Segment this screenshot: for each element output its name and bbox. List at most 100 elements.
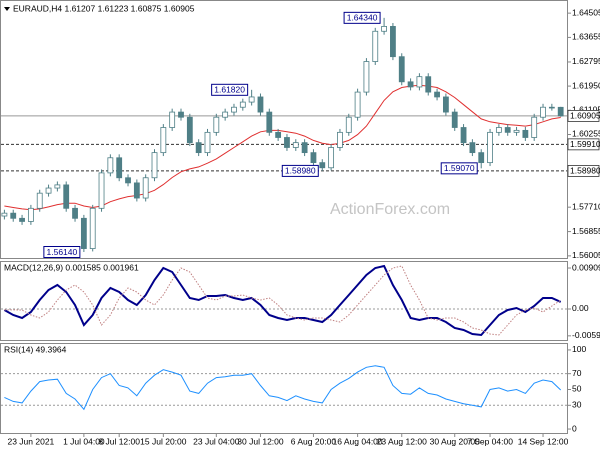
- candle-body: [416, 76, 423, 88]
- y-tick-label: 1.56855: [572, 226, 600, 236]
- x-tick-label: 8 Jul 12:00: [98, 436, 140, 446]
- y-tick-label: 30: [572, 400, 582, 410]
- candle-body: [107, 157, 114, 174]
- annotation-label: 1.64340: [347, 13, 378, 23]
- price-level-box: [567, 110, 600, 122]
- x-tick-label: 30 Jul 12:00: [237, 436, 284, 446]
- annotation-box: [211, 83, 249, 96]
- main-panel: [0, 0, 568, 259]
- x-tick-label: 30 Aug 20:00: [430, 436, 480, 446]
- candle-body: [354, 91, 361, 118]
- watermark: ActionForex.com: [330, 201, 450, 218]
- candle-body: [460, 127, 467, 144]
- candle-body: [169, 111, 176, 128]
- candle-body: [487, 131, 493, 164]
- y-tick-label: 1.56005: [572, 250, 600, 260]
- annotation-box: [43, 246, 81, 259]
- candle-body: [319, 162, 326, 169]
- x-tick-label: 23 Jun 2021: [7, 436, 54, 446]
- y-tick-label: 1.64505: [572, 7, 600, 17]
- candle-body: [98, 172, 105, 209]
- candle-body: [434, 91, 440, 98]
- annotation-label: 1.59070: [444, 163, 475, 173]
- candle-body: [337, 131, 343, 148]
- indicator-line: [4, 365, 562, 411]
- candle-body: [292, 142, 299, 148]
- candle-body: [19, 217, 25, 222]
- candle-body: [266, 111, 273, 133]
- annotation-label: 1.56140: [47, 247, 78, 257]
- candle-body: [557, 106, 564, 117]
- annotation-label: 1.58980: [285, 166, 316, 176]
- candle-body: [275, 131, 282, 138]
- y-tick-label: 1.61950: [572, 80, 600, 90]
- candle-body: [195, 142, 202, 154]
- candle-body: [328, 147, 335, 169]
- candle-body: [248, 96, 255, 103]
- candle-body: [72, 207, 78, 219]
- chart-title: EURAUD,H4 1.61207 1.61223 1.60875 1.6090…: [13, 3, 195, 13]
- candle-body: [10, 212, 17, 219]
- candle-body: [178, 111, 184, 118]
- candle-body: [381, 26, 387, 32]
- x-tick-label: 15 Jul 20:00: [140, 436, 187, 446]
- candle-body: [398, 56, 405, 83]
- candle-body: [231, 106, 237, 113]
- indicator-line: [4, 265, 561, 336]
- candle-body: [513, 129, 520, 133]
- candle-body: [257, 96, 264, 113]
- y-tick-label: 70: [572, 368, 582, 378]
- annotation-box: [281, 164, 319, 177]
- moving-average: [4, 84, 561, 211]
- candle-body: [540, 106, 546, 118]
- candle-body: [80, 217, 87, 249]
- candle-body: [372, 30, 379, 62]
- candle-body: [151, 152, 158, 179]
- price-level-box: [567, 138, 600, 151]
- candle-body: [522, 129, 529, 138]
- price-level-label: 1.60905: [570, 111, 600, 121]
- candle-body: [160, 127, 167, 154]
- candle-body: [125, 177, 131, 184]
- candle-body: [186, 116, 193, 144]
- indicator-line: [3, 264, 562, 337]
- y-tick-label: 100: [572, 344, 586, 354]
- x-tick-label: 16 Aug 04:00: [333, 436, 383, 446]
- annotation-box: [440, 162, 478, 175]
- x-tick-label: 23 Aug 12:00: [377, 436, 427, 446]
- rsi-panel: [0, 343, 568, 434]
- candle-body: [1, 212, 8, 217]
- price-level-box: [567, 165, 600, 177]
- candle-body: [63, 184, 70, 209]
- price-level-label: 1.59910: [570, 139, 600, 149]
- symbol-icon: [4, 7, 10, 11]
- candle-body: [133, 182, 140, 199]
- x-tick-label: 14 Sep 12:00: [518, 436, 569, 446]
- candle-body: [284, 137, 290, 148]
- candle-body: [204, 131, 211, 154]
- candle-body: [531, 116, 538, 138]
- candle-body: [425, 76, 432, 93]
- candle-body: [45, 187, 52, 194]
- macd-panel: [0, 261, 568, 341]
- x-tick-label: 7 Sep 04:00: [467, 436, 513, 446]
- x-tick-label: 23 Jul 04:00: [193, 436, 240, 446]
- candle-body: [89, 207, 96, 249]
- price-level-label: 1.58980: [570, 166, 600, 176]
- y-tick-label: 1.60255: [572, 129, 600, 139]
- y-tick-label: 1.57710: [572, 201, 600, 211]
- candle-body: [27, 207, 34, 222]
- y-tick-label: 50: [572, 384, 582, 394]
- candle-body: [451, 111, 458, 128]
- candle-body: [345, 116, 352, 133]
- rsi-title: RSI(14) 49.3964: [4, 344, 67, 354]
- x-tick-label: 6 Aug 20:00: [291, 436, 337, 446]
- x-tick-label: 1 Jul 04:00: [63, 436, 105, 446]
- candle-body: [213, 116, 220, 133]
- candle-body: [239, 101, 246, 108]
- candle-body: [54, 184, 61, 189]
- candle-body: [478, 152, 485, 164]
- annotation-box: [343, 11, 381, 24]
- y-tick-label: 1.61105: [572, 104, 600, 114]
